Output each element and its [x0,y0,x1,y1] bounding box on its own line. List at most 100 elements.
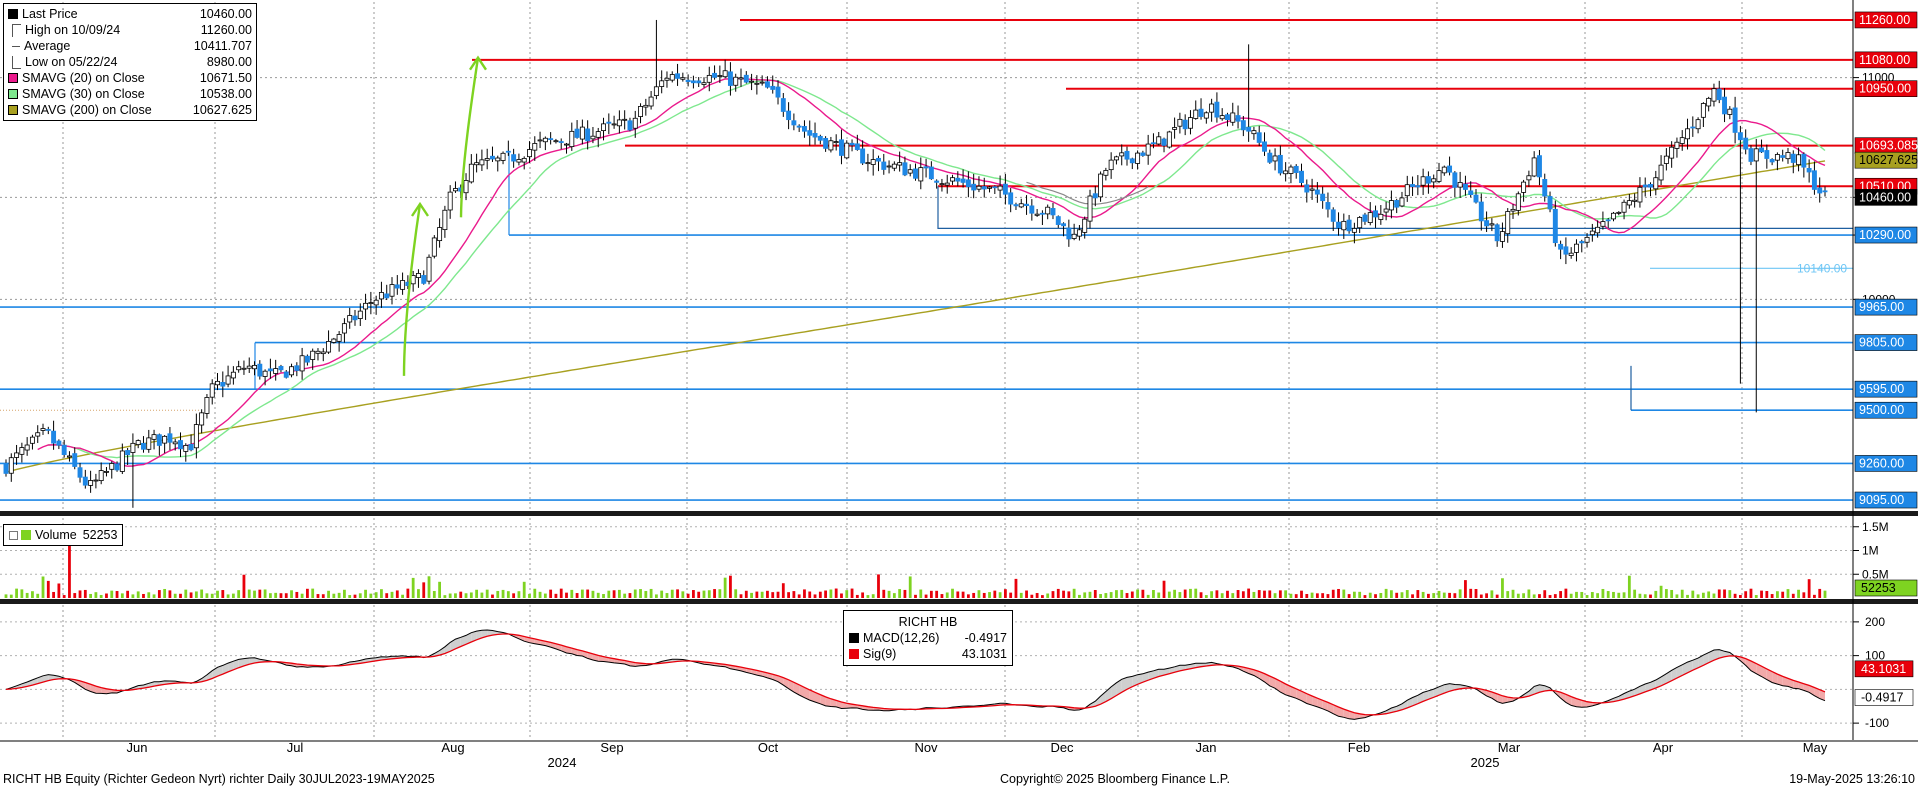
volume-bar [84,590,87,598]
candle-body [1358,217,1362,227]
candle-body [1003,184,1007,194]
volume-bar [232,594,235,598]
candle-body [607,122,611,123]
candle-body [1194,110,1198,118]
volume-bar [1374,594,1377,598]
candle-body [247,366,251,368]
volume-bar [613,590,616,598]
volume-bar [465,593,468,598]
macd-tick-label: 200 [1865,615,1885,629]
volume-bar [412,578,415,598]
volume-bar [1094,590,1097,598]
candle-body [734,77,738,85]
candle-body [961,179,965,182]
volume-bar [1385,589,1388,598]
volume-bar [126,591,129,598]
candle-body [802,126,806,131]
volume-bar [718,589,721,598]
volume-bar [1496,595,1499,598]
candle-body [538,140,542,141]
volume-bar [1131,592,1134,598]
volume-bar [1242,591,1245,598]
year-label: 2025 [1471,755,1500,770]
volume-bar [15,589,18,598]
volume-bar [227,594,230,598]
volume-bar [1501,578,1504,598]
candle-body [337,334,341,341]
volume-bar [1792,594,1795,598]
volume-bar [1564,589,1567,598]
volume-bar [1818,589,1821,598]
candle-body [675,74,679,79]
volume-bar [1480,595,1483,598]
volume-bar [354,595,357,598]
volume-bar [1787,589,1790,598]
volume-bar [243,575,246,598]
volume-bar [507,591,510,598]
volume-bar [1020,593,1023,598]
candle-body [713,73,717,77]
volume-bar [729,576,732,598]
volume-bar [761,592,764,598]
volume-bar [1300,591,1303,598]
candle-body [808,131,812,136]
volume-bar [671,590,674,598]
candle-body [1077,230,1081,236]
candle-body [543,138,547,141]
volume-bar [1744,591,1747,598]
volume-bar [787,592,790,598]
volume-bar [1676,594,1679,598]
volume-bar [459,592,462,598]
volume-bar [1194,589,1197,598]
volume-bar [31,591,34,598]
volume-bar [1453,593,1456,598]
candle-body [665,78,669,80]
volume-bar [692,590,695,598]
month-label: Jun [127,740,148,755]
moving-average-lines [6,79,1825,473]
volume-bar [1401,592,1404,598]
candle-body [998,186,1002,190]
candle-body [1056,217,1060,225]
volume-bar [1057,589,1060,598]
volume-bar [1284,590,1287,598]
candle-body [321,352,325,354]
volume-swatch [21,530,31,540]
month-label: Feb [1348,740,1370,755]
volume-bar [766,591,769,598]
volume-bar [835,589,838,598]
volume-bar [481,593,484,598]
volume-bar [1237,590,1240,598]
month-label: May [1803,740,1828,755]
volume-bar [1707,591,1710,598]
support-resistance-lines: 10140.00 [0,20,1853,500]
candle-body [1685,129,1689,139]
volume-bar [1575,592,1578,598]
volume-bar [1067,591,1070,598]
candle-body [1585,237,1589,242]
volume-bar [1808,579,1811,598]
candle-body [1162,139,1166,145]
candle-body [1231,113,1235,122]
candle-body [194,425,198,448]
candle-body [1405,185,1409,196]
legend-label: SMAVG (20) on Close [22,70,145,86]
volume-collapse-icon[interactable] [9,531,18,540]
price-tag-label: 10950.00 [1859,82,1911,96]
candle-body [464,180,468,192]
volume-bar [872,594,875,598]
candle-body [136,441,140,445]
volume-bar [1644,594,1647,598]
candle-body [110,463,114,469]
volume-bar [1718,589,1721,598]
volume-bar [851,589,854,598]
candle-body [1648,184,1652,187]
candle-body [1363,215,1367,221]
volume-bar [1723,590,1726,598]
volume-bar [898,589,901,598]
candle-body [839,140,843,156]
volume-bar [449,594,452,598]
candle-body [612,124,616,125]
price-tag-label: 9595.00 [1859,382,1904,396]
